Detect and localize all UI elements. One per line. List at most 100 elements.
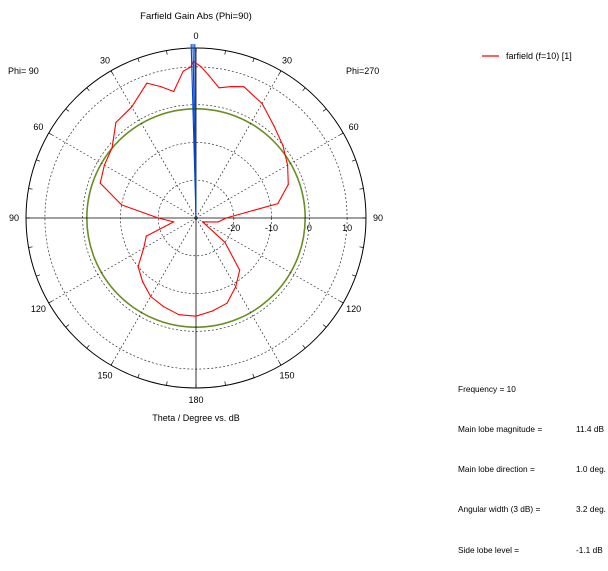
farfield-point <box>150 295 152 298</box>
polar-grid <box>25 47 367 389</box>
tick-mark <box>322 108 327 112</box>
tick-mark <box>28 246 33 248</box>
farfield-point <box>137 266 139 268</box>
x-axis-label: Theta / Degree vs. dB <box>152 413 240 423</box>
tick-mark <box>137 58 140 63</box>
farfield-point <box>121 204 123 206</box>
radial-tick-label: -10 <box>265 223 278 233</box>
theta-tick-label: 120 <box>346 304 361 314</box>
phi-left-label: Phi= 90 <box>8 66 39 76</box>
info-row: Main lobe direction = 1.0 deg. <box>458 463 608 476</box>
phi-right-label: Phi=270 <box>346 66 379 76</box>
farfield-point <box>211 310 213 312</box>
farfield-point <box>131 106 133 108</box>
tick-mark <box>137 373 140 378</box>
tick-mark <box>224 381 226 386</box>
grid-spoke <box>195 132 344 219</box>
tick-mark <box>166 381 168 386</box>
tick-mark <box>359 188 364 190</box>
farfield-point <box>230 86 232 88</box>
tick-mark <box>322 324 327 328</box>
theta-tick-label: 30 <box>100 55 110 65</box>
farfield-point <box>287 164 289 166</box>
tick-mark <box>36 274 41 277</box>
tick-mark <box>252 373 255 378</box>
theta-tick-label: 180 <box>188 395 203 405</box>
farfield-point <box>115 121 117 124</box>
grid-spoke <box>48 217 197 304</box>
farfield-point <box>145 235 147 237</box>
radial-tick-label: -20 <box>227 223 240 233</box>
farfield-point <box>142 281 144 283</box>
tick-mark <box>252 58 255 63</box>
info-value <box>576 383 608 396</box>
farfield-point <box>206 221 208 223</box>
theta-tick-label: 90 <box>9 213 19 223</box>
farfield-point <box>201 221 204 223</box>
farfield-point <box>173 90 175 93</box>
farfield-point <box>226 302 228 304</box>
farfield-point <box>182 70 184 72</box>
farfield-point <box>190 66 192 68</box>
farfield-point <box>277 203 279 205</box>
tick-mark <box>339 300 344 304</box>
farfield-point <box>160 86 162 88</box>
farfield-point <box>163 306 165 308</box>
theta-tick-label: 0 <box>193 31 198 41</box>
tick-labels: 0 30 30 60 60 90 90 120 120 150 150 180 -20 -10 0 10 <box>9 31 383 405</box>
tick-mark <box>48 300 53 304</box>
info-value: 1.0 deg. <box>576 464 606 475</box>
info-row: Frequency = 10 <box>458 383 608 396</box>
farfield-point <box>103 164 105 166</box>
info-row: Side lobe level = -1.1 dB <box>458 544 608 557</box>
tick-mark <box>65 108 70 112</box>
info-value: 3.2 deg. <box>576 504 606 515</box>
theta-tick-label: 90 <box>373 213 383 223</box>
farfield-point <box>273 124 275 126</box>
tick-mark <box>302 87 306 92</box>
theta-tick-label: 60 <box>349 122 359 132</box>
tick-mark <box>339 132 344 136</box>
farfield-point <box>143 247 145 249</box>
chart-title: Farfield Gain Abs (Phi=90) <box>140 11 252 22</box>
farfield-point <box>200 66 202 68</box>
tick-mark <box>28 188 33 190</box>
info-label: Angular width (3 dB) = <box>458 504 541 515</box>
grid-spoke <box>110 70 197 219</box>
theta-tick-label: 150 <box>97 371 112 381</box>
legend-label: farfield (f=10) [1] <box>506 51 572 61</box>
info-label: Side lobe level = <box>458 544 520 555</box>
farfield-point <box>99 182 101 184</box>
info-label: Main lobe magnitude = <box>458 424 543 435</box>
info-panel: Frequency = 10 Main lobe magnitude = 11.4… <box>458 356 608 571</box>
info-value: 11.4 dB <box>576 424 604 435</box>
farfield-point <box>207 74 210 76</box>
tick-mark <box>86 87 90 92</box>
info-value: -1.1 dB <box>576 544 603 555</box>
grid-spoke <box>195 217 282 366</box>
tick-mark <box>86 344 90 349</box>
tick-mark <box>110 70 114 75</box>
farfield-point <box>224 241 226 243</box>
farfield-point <box>195 62 197 64</box>
farfield-point <box>146 82 148 84</box>
farfield-point <box>173 221 175 223</box>
tick-mark <box>224 50 226 55</box>
grid-spoke <box>195 217 344 304</box>
tick-mark <box>359 246 364 248</box>
farfield-point <box>195 315 197 317</box>
info-label: Main lobe direction = <box>458 464 535 475</box>
farfield-point <box>178 314 180 316</box>
data-marks <box>99 44 289 317</box>
tick-mark <box>36 159 41 162</box>
tick-mark <box>278 361 282 366</box>
tick-mark <box>166 50 168 55</box>
tick-mark <box>351 159 356 162</box>
tick-mark <box>351 274 356 277</box>
farfield-point <box>239 269 241 271</box>
farfield-point <box>111 147 113 149</box>
farfield-point <box>287 183 289 185</box>
info-row: Main lobe magnitude = 11.4 dB <box>458 423 608 436</box>
tick-mark <box>302 344 306 349</box>
farfield-point <box>217 221 219 223</box>
